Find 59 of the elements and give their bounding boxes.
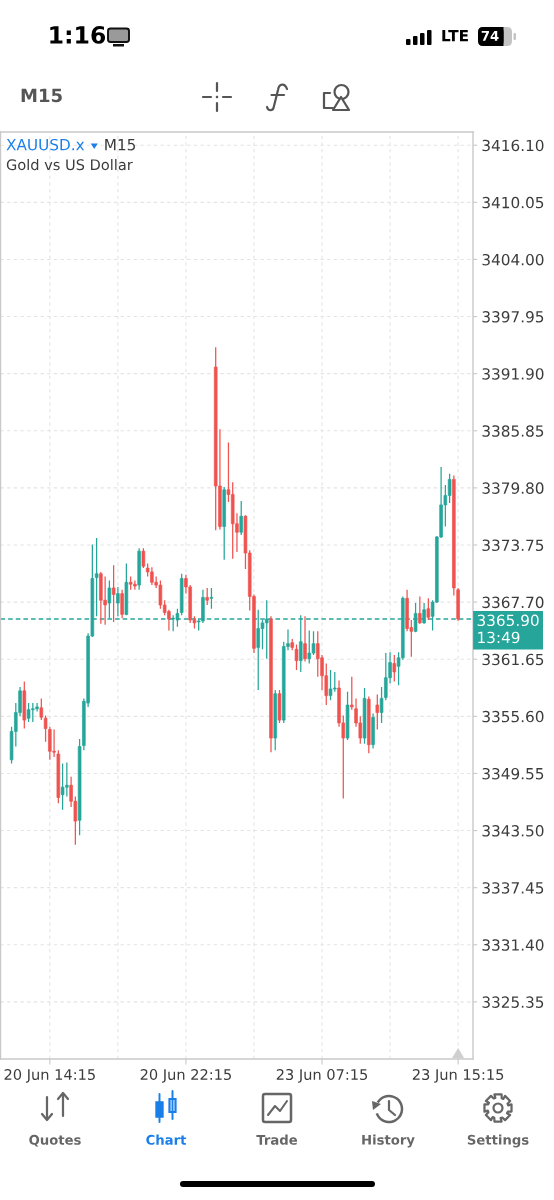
- candlestick: [392, 654, 397, 683]
- candlestick: [39, 697, 44, 721]
- candlestick: [158, 579, 163, 610]
- candlestick: [328, 669, 333, 701]
- candlestick: [65, 761, 69, 798]
- text: History: [362, 1134, 415, 1148]
- candlestick: [422, 602, 426, 625]
- candlestick: [447, 473, 452, 504]
- candlestick: [31, 702, 35, 723]
- text: Settings: [467, 1134, 529, 1148]
- candlestick: [35, 702, 39, 713]
- candlestick: [26, 702, 31, 723]
- candlestick: [60, 762, 65, 811]
- candlestick: [94, 537, 99, 617]
- text: Chart: [146, 1134, 187, 1145]
- x-tick-label: 23 Jun 07:15: [276, 1068, 368, 1083]
- candlestick: [120, 589, 124, 619]
- candlestick: [209, 587, 214, 610]
- text: M15: [21, 88, 62, 103]
- y-tick-label: 3391.90: [482, 368, 544, 380]
- x-tick-label: 23 Jun 15:15: [412, 1068, 504, 1083]
- text: 1:16: [50, 26, 106, 44]
- candlestick: [303, 615, 307, 663]
- candlestick: [426, 597, 431, 621]
- y-tick-label: 3355.60: [482, 710, 544, 723]
- y-tick-label: 3416.10: [482, 139, 544, 152]
- y-tick-label: 3325.35: [482, 996, 544, 1008]
- y-tick-label: 3331.40: [482, 939, 544, 951]
- chart-title: XAUUSD.x: [6, 138, 85, 151]
- candlestick: [307, 629, 312, 665]
- y-tick-label: 3379.80: [482, 482, 544, 494]
- candlestick: [418, 595, 422, 625]
- y-tick-label: 3410.05: [482, 196, 544, 209]
- y-tick-label: 3349.55: [482, 767, 544, 780]
- candlestick: [141, 547, 146, 569]
- x-tick-label: 20 Jun 22:15: [140, 1068, 231, 1083]
- candlestick: [111, 564, 116, 623]
- y-tick-label: 3373.75: [482, 539, 544, 552]
- y-tick-label: 3367.70: [482, 596, 544, 609]
- candlestick: [375, 693, 380, 731]
- y-tick-label: 3361.65: [482, 653, 544, 666]
- text: Quotes: [29, 1134, 81, 1147]
- text: Trade: [256, 1134, 298, 1145]
- y-tick-label: 3343.50: [482, 825, 544, 837]
- candlestick: [103, 575, 107, 626]
- y-tick-label: 3385.85: [482, 425, 544, 437]
- text: LTE: [442, 30, 468, 42]
- x-tick-label: 20 Jun 14:15: [4, 1068, 95, 1083]
- y-tick-label: 3404.00: [482, 253, 544, 266]
- y-tick-label: 3337.45: [482, 882, 544, 894]
- candlestick: [133, 579, 137, 591]
- text: 74: [481, 31, 499, 41]
- candlestick: [294, 643, 299, 671]
- candlestick: [239, 500, 243, 536]
- text: Gold vs US Dollar: [6, 158, 133, 171]
- ref-line-label: 3365.90 13:49: [477, 614, 539, 644]
- candlestick: [116, 586, 120, 617]
- y-tick-label: 3397.95: [482, 311, 544, 323]
- annotation: M15: [105, 139, 136, 151]
